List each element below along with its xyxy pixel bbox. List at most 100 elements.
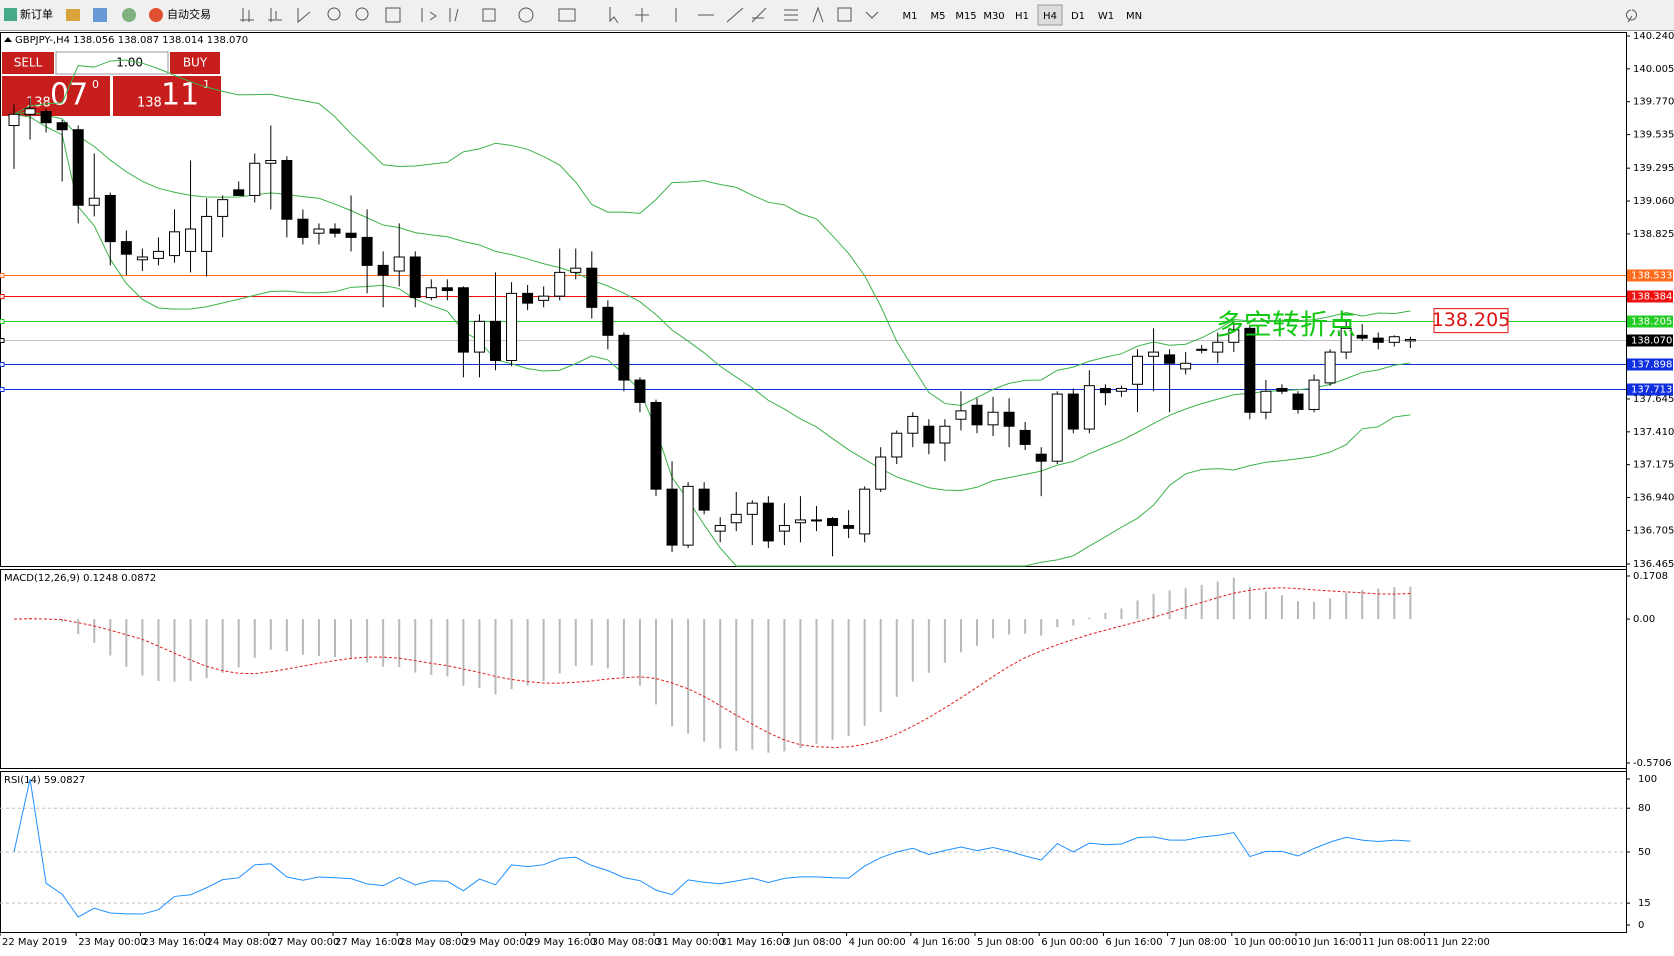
timeframe-button[interactable]: M5: [931, 11, 946, 22]
candle-body: [1067, 393, 1079, 430]
time-label: 31 May 00:00: [656, 937, 725, 948]
icon[interactable]: [149, 8, 163, 22]
candle-body: [217, 199, 229, 217]
rsi-tick-label: 15: [1638, 898, 1651, 909]
time-label: 24 May 08:00: [207, 937, 276, 948]
sell-button[interactable]: [2, 52, 54, 74]
candle-body: [506, 292, 518, 361]
candle-body: [24, 108, 36, 115]
candle-body: [120, 241, 132, 255]
lots: 1.00: [116, 56, 143, 70]
level-label-bg: [1627, 290, 1673, 303]
icon[interactable]: [66, 9, 80, 21]
time-label: 6 Jun 00:00: [1041, 937, 1098, 948]
candle-body: [297, 218, 309, 238]
time-label: 22 May 2019: [2, 937, 67, 948]
level-label: 138.533: [1631, 271, 1672, 282]
price-tick-label: 137.645: [1633, 394, 1674, 405]
rsi-tick-label: 100: [1638, 774, 1657, 785]
candle-body: [875, 456, 887, 490]
time-label: 11 Jun 22:00: [1426, 937, 1490, 948]
timeframe-button[interactable]: M15: [955, 11, 976, 22]
price-tick-label: 136.705: [1633, 525, 1674, 536]
timeframe-button[interactable]: M1: [903, 11, 918, 22]
timeframe-button[interactable]: D1: [1071, 11, 1085, 22]
timeframe-button[interactable]: M30: [983, 11, 1004, 22]
price-tick-label: 136.940: [1633, 493, 1674, 504]
time-label: 27 May 00:00: [271, 937, 340, 948]
macd-tick-label: 0.00: [1633, 614, 1655, 625]
candle-body: [1115, 387, 1127, 392]
collapse-icon[interactable]: [4, 37, 12, 42]
level-label: 138.384: [1631, 292, 1672, 303]
icon[interactable]: [122, 8, 136, 22]
candle-body: [72, 129, 84, 206]
rsi-label: RSI(14) 59.0827: [4, 775, 85, 786]
candle-body: [522, 292, 534, 304]
icon[interactable]: [93, 8, 107, 22]
main-panel: [0, 32, 1627, 567]
candle-body: [1324, 351, 1336, 384]
price-tick-label: 139.295: [1633, 163, 1674, 174]
candle-body: [794, 519, 806, 524]
candle-body: [313, 228, 325, 234]
bollinger-band: [13, 111, 1411, 492]
candle-body: [1019, 429, 1031, 445]
buy-button[interactable]: [170, 52, 220, 74]
candle-body: [1308, 379, 1320, 410]
bid-big: 138: [26, 96, 51, 111]
macd-tick-label: 0.1708: [1633, 571, 1668, 582]
candle-body: [104, 194, 116, 243]
candle-body: [88, 197, 100, 206]
candle-body: [329, 228, 341, 234]
new-order-button[interactable]: 新订单: [20, 7, 53, 21]
candle-body: [923, 425, 935, 444]
candle-body: [233, 189, 245, 196]
candle-body: [1180, 362, 1192, 370]
time-label: 29 May 00:00: [463, 937, 532, 948]
candle-body: [1212, 341, 1224, 353]
time-label: 11 Jun 08:00: [1362, 937, 1426, 948]
ask-price-box[interactable]: [113, 76, 221, 116]
lots-box[interactable]: [55, 51, 169, 75]
candle-body: [811, 519, 822, 522]
icon: [4, 8, 17, 21]
candle-body: [265, 159, 277, 164]
time-label: 3 Jun 08:00: [784, 937, 841, 948]
buy-label: BUY: [183, 56, 208, 70]
time-label: 28 May 08:00: [399, 937, 468, 948]
level-marker: [0, 362, 5, 367]
price-tick-label: 139.060: [1633, 196, 1674, 207]
ask-big: 138: [137, 96, 162, 111]
candle-body: [907, 415, 919, 434]
tool-icons[interactable]: [240, 6, 1637, 24]
candle-body: [1132, 355, 1143, 385]
level-marker: [0, 338, 5, 343]
annotation-price-box: [1433, 308, 1509, 334]
candle-body: [778, 525, 790, 532]
bid-price-box[interactable]: [2, 76, 110, 116]
candle-body: [1260, 390, 1272, 413]
candle-body: [1388, 336, 1400, 343]
price-tick-label: 136.465: [1633, 559, 1674, 570]
candle-body: [570, 267, 582, 273]
macd-panel: [0, 569, 1627, 769]
annotation-price: 138.205: [1432, 309, 1511, 331]
candle-body: [185, 228, 197, 252]
candle-body: [40, 111, 52, 124]
timeframe-button[interactable]: H1: [1015, 11, 1029, 22]
symbol-header: GBPJPY-,H4 138.056 138.087 138.014 138.0…: [15, 35, 248, 46]
candle-body: [1196, 348, 1208, 351]
timeframe-button[interactable]: H4: [1043, 11, 1057, 22]
rsi-tick-label: 50: [1638, 847, 1651, 858]
candle-body: [1099, 387, 1111, 394]
timeframe-button[interactable]: W1: [1098, 11, 1114, 22]
candle-body: [1035, 453, 1047, 462]
price-tick-label: 138.825: [1633, 229, 1674, 240]
level-marker: [0, 387, 5, 392]
auto-trading-button[interactable]: 自动交易: [167, 7, 211, 21]
candle-body: [602, 306, 614, 336]
timeframe-button[interactable]: MN: [1126, 11, 1142, 22]
